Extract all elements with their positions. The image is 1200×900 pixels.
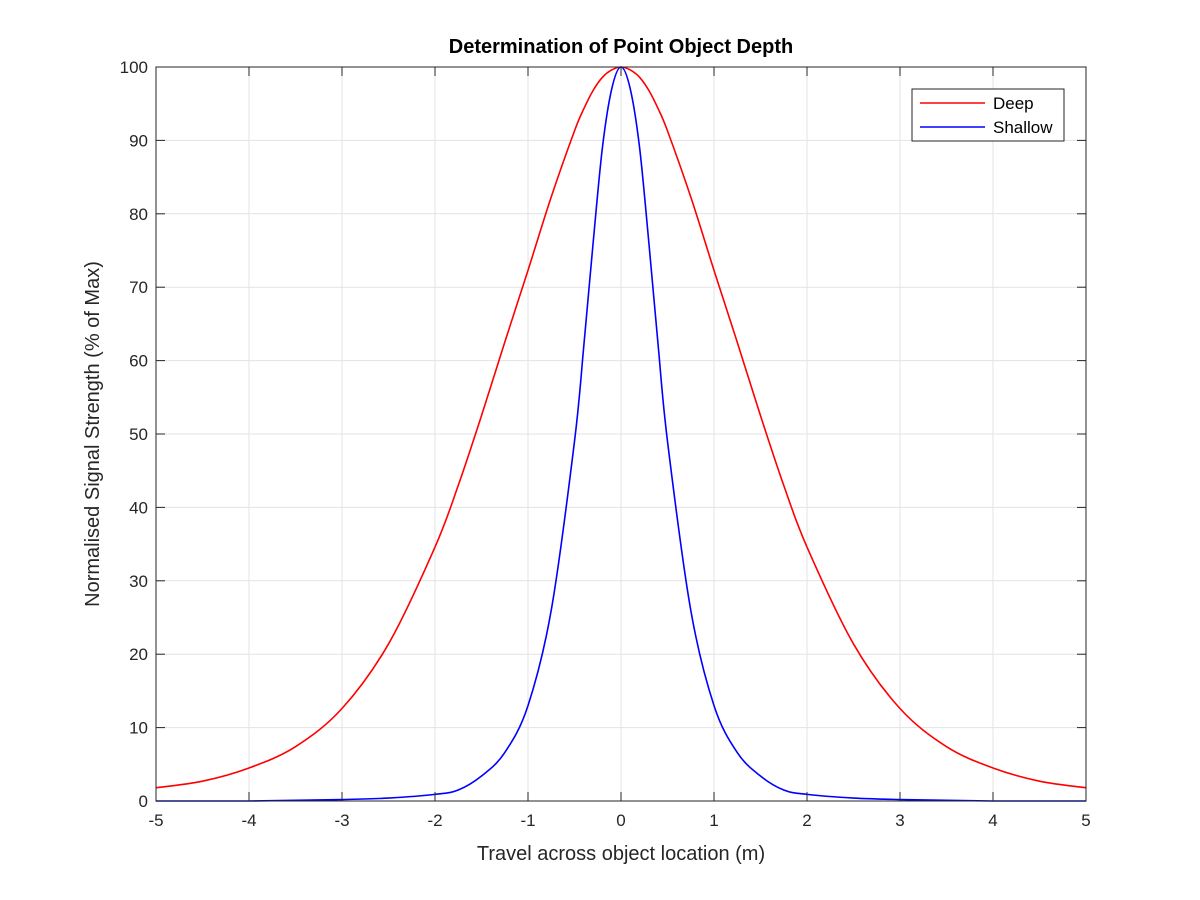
y-tick-label: 80 <box>129 205 148 224</box>
y-tick-label: 90 <box>129 131 148 150</box>
y-tick-label: 50 <box>129 425 148 444</box>
y-tick-label: 100 <box>120 58 148 77</box>
legend: Deep Shallow <box>911 88 1065 142</box>
x-tick-label: 3 <box>895 811 904 830</box>
x-tick-label: -5 <box>148 811 163 830</box>
x-tick-label: -1 <box>520 811 535 830</box>
x-tick-label: 0 <box>616 811 625 830</box>
y-tick-label: 10 <box>129 719 148 738</box>
y-axis-label: Normalised Signal Strength (% of Max) <box>82 261 104 607</box>
y-axis-ticks: 0 10 20 30 40 50 60 70 80 90 100 <box>120 58 1086 811</box>
y-tick-label: 0 <box>139 792 148 811</box>
x-tick-label: -2 <box>427 811 442 830</box>
x-tick-label: 4 <box>988 811 997 830</box>
y-tick-label: 40 <box>129 498 148 517</box>
x-axis-ticks: -5 -4 -3 -2 -1 0 1 2 3 4 5 <box>148 67 1091 830</box>
x-axis-label: Travel across object location (m) <box>477 843 765 865</box>
x-tick-label: 1 <box>709 811 718 830</box>
legend-box <box>911 88 1065 142</box>
y-tick-label: 70 <box>129 278 148 297</box>
x-tick-label: 5 <box>1081 811 1090 830</box>
legend-label-deep: Deep <box>993 94 1034 113</box>
x-tick-label: 2 <box>802 811 811 830</box>
y-tick-label: 60 <box>129 352 148 371</box>
y-tick-label: 30 <box>129 572 148 591</box>
x-tick-label: -3 <box>334 811 349 830</box>
y-tick-label: 20 <box>129 645 148 664</box>
legend-label-shallow: Shallow <box>993 118 1053 137</box>
x-tick-label: -4 <box>241 811 256 830</box>
chart-title: Determination of Point Object Depth <box>449 36 793 58</box>
